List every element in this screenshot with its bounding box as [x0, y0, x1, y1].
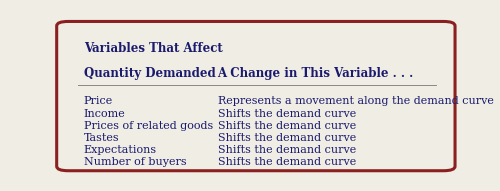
Text: Shifts the demand curve: Shifts the demand curve	[218, 109, 356, 119]
Text: Quantity Demanded: Quantity Demanded	[84, 67, 216, 80]
FancyBboxPatch shape	[56, 21, 455, 171]
Text: Number of buyers: Number of buyers	[84, 158, 186, 168]
Text: Represents a movement along the demand curve: Represents a movement along the demand c…	[218, 96, 494, 106]
Text: Expectations: Expectations	[84, 145, 157, 155]
Text: Price: Price	[84, 96, 113, 106]
Text: A Change in This Variable . . .: A Change in This Variable . . .	[218, 67, 414, 80]
Text: Shifts the demand curve: Shifts the demand curve	[218, 133, 356, 143]
Text: Variables That Affect: Variables That Affect	[84, 42, 222, 55]
Text: Tastes: Tastes	[84, 133, 120, 143]
Text: Shifts the demand curve: Shifts the demand curve	[218, 121, 356, 131]
Text: Shifts the demand curve: Shifts the demand curve	[218, 145, 356, 155]
Text: Prices of related goods: Prices of related goods	[84, 121, 213, 131]
Text: Shifts the demand curve: Shifts the demand curve	[218, 158, 356, 168]
Text: Income: Income	[84, 109, 126, 119]
